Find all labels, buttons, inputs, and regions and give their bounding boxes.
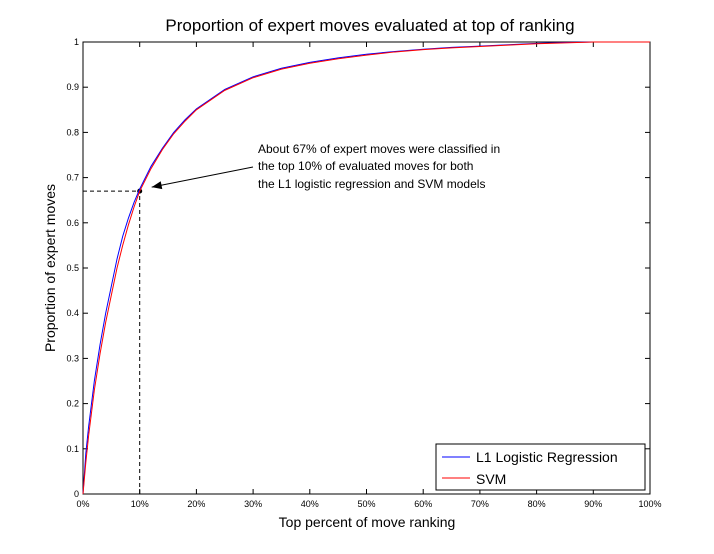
y-tick-label: 1 bbox=[74, 37, 79, 47]
x-tick-label: 30% bbox=[244, 499, 262, 509]
chart-title: Proportion of expert moves evaluated at … bbox=[165, 16, 574, 35]
y-tick-label: 0.8 bbox=[66, 127, 79, 137]
legend: L1 Logistic Regression SVM bbox=[435, 443, 646, 491]
x-tick-label: 20% bbox=[187, 499, 205, 509]
legend-label-l1: L1 Logistic Regression bbox=[476, 449, 618, 465]
x-axis-label: Top percent of move ranking bbox=[279, 514, 456, 530]
annotation-line-1: About 67% of expert moves were classifie… bbox=[258, 142, 500, 156]
x-tick-label: 10% bbox=[131, 499, 149, 509]
y-tick-label: 0.1 bbox=[66, 444, 79, 454]
series-lines bbox=[82, 41, 650, 495]
y-tick-label: 0.2 bbox=[66, 399, 79, 409]
x-axis-ticks: 0% 10% 20% 30% 40% 50% 60% 70% 80% 90% 100% bbox=[76, 42, 662, 509]
y-tick-label: 0.4 bbox=[66, 308, 79, 318]
x-tick-label: 80% bbox=[528, 499, 546, 509]
legend-box bbox=[435, 443, 646, 491]
x-tick-label: 90% bbox=[584, 499, 602, 509]
y-tick-label: 0.3 bbox=[66, 353, 79, 363]
annotation: About 67% of expert moves were classifie… bbox=[151, 142, 500, 191]
x-tick-label: 60% bbox=[414, 499, 432, 509]
y-axis-ticks: 0 0.1 0.2 0.3 0.4 0.5 0.6 0.7 0.8 0.9 1 bbox=[66, 37, 650, 499]
x-tick-label: 100% bbox=[638, 499, 661, 509]
y-tick-label: 0 bbox=[74, 489, 79, 499]
y-tick-label: 0.9 bbox=[66, 82, 79, 92]
x-tick-label: 0% bbox=[76, 499, 89, 509]
annotation-arrow bbox=[151, 166, 254, 190]
x-tick-label: 50% bbox=[357, 499, 375, 509]
annotation-line-2: the top 10% of evaluated moves for both bbox=[258, 159, 473, 173]
arrow-shaft bbox=[151, 166, 254, 188]
series-line-1 bbox=[82, 41, 650, 495]
x-tick-label: 70% bbox=[471, 499, 489, 509]
legend-label-svm: SVM bbox=[476, 471, 506, 487]
y-axis-label: Proportion of expert moves bbox=[42, 184, 58, 352]
annotation-line-3: the L1 logistic regression and SVM model… bbox=[258, 177, 485, 191]
y-tick-label: 0.5 bbox=[66, 263, 79, 273]
y-tick-label: 0.6 bbox=[66, 218, 79, 228]
x-tick-label: 40% bbox=[301, 499, 319, 509]
plot-area bbox=[82, 41, 651, 495]
y-tick-label: 0.7 bbox=[66, 173, 79, 183]
arrow-head bbox=[151, 181, 163, 190]
